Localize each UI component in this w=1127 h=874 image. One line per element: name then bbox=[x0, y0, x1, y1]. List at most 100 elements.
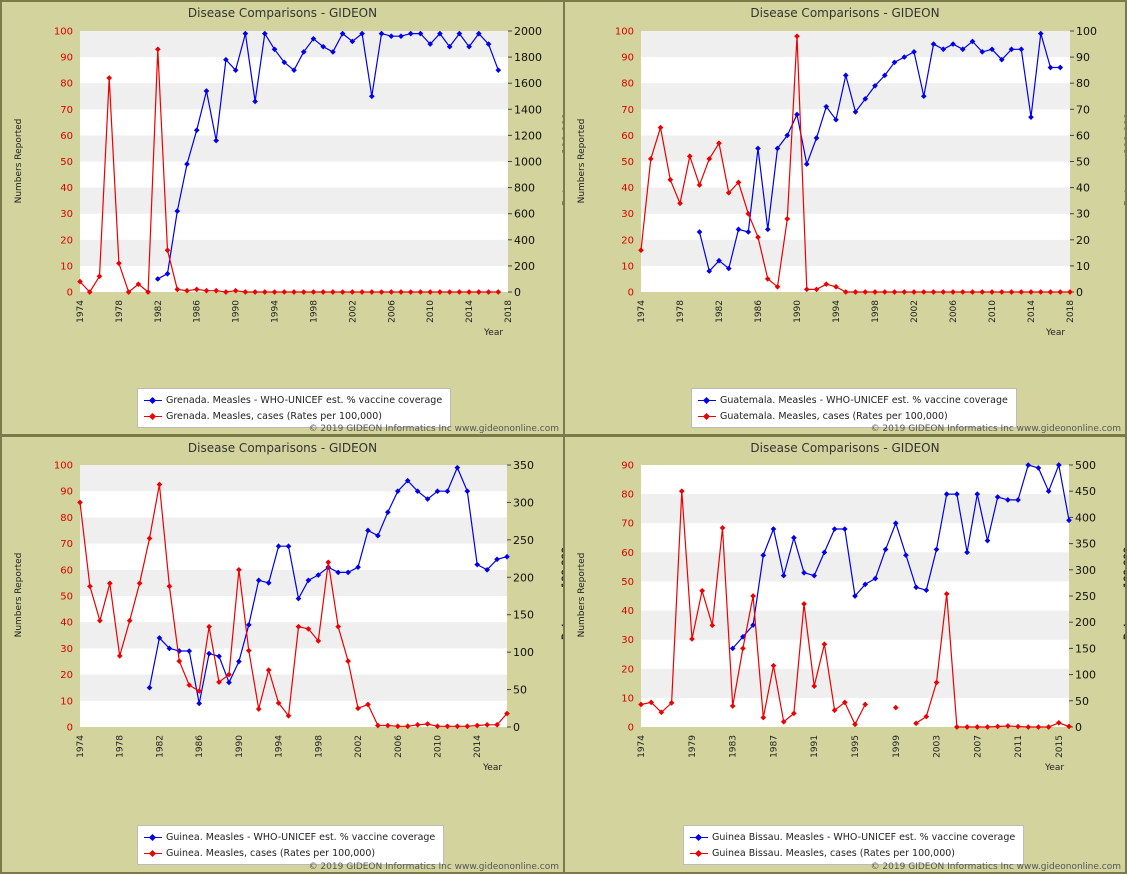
y-right-tick-label: 200 bbox=[514, 260, 535, 273]
data-point bbox=[764, 226, 771, 233]
y-left-tick-label: 0 bbox=[628, 288, 634, 299]
y-right-tick-label: 50 bbox=[513, 684, 527, 697]
y-axis-left-label: Numbers Reported bbox=[14, 118, 24, 203]
data-point bbox=[689, 636, 695, 642]
y-left-tick-label: 40 bbox=[60, 618, 73, 629]
x-tick-label: 2002 bbox=[348, 300, 358, 323]
x-tick-label: 2014 bbox=[465, 300, 475, 323]
data-point bbox=[193, 286, 200, 293]
y-left-tick-label: 80 bbox=[60, 513, 73, 524]
y-left-tick-label: 70 bbox=[60, 105, 73, 116]
data-point bbox=[474, 561, 481, 568]
data-point bbox=[495, 67, 502, 73]
y-axis-right-label: Rates per 100,000 bbox=[1124, 112, 1125, 205]
data-point bbox=[891, 289, 898, 295]
y-left-tick-label: 10 bbox=[60, 261, 73, 272]
legend-label: Grenada. Measles, cases (Rates per 100,0… bbox=[166, 411, 382, 422]
x-tick-label: 2011 bbox=[1014, 735, 1024, 758]
data-point bbox=[1055, 719, 1062, 726]
data-point bbox=[242, 30, 249, 37]
data-point bbox=[164, 247, 171, 254]
coverage-legend-marker bbox=[690, 833, 708, 843]
grid-band bbox=[80, 187, 508, 214]
y-right-tick-label: 40 bbox=[1076, 182, 1090, 195]
y-right-tick-label: 250 bbox=[513, 534, 534, 547]
grid-band bbox=[80, 31, 508, 58]
y-axis-right-label: Rates per 100,000 bbox=[1123, 546, 1125, 640]
x-tick-label: 1986 bbox=[195, 735, 205, 758]
y-left-tick-label: 10 bbox=[621, 693, 634, 704]
y-axis-left-label: Numbers Reported bbox=[577, 118, 587, 203]
chart-legend: Guinea Bissau. Measles - WHO-UNICEF est.… bbox=[683, 825, 1025, 865]
legend-item: Guinea. Measles - WHO-UNICEF est. % vacc… bbox=[144, 830, 435, 846]
grid-band bbox=[80, 622, 507, 649]
data-point bbox=[252, 289, 258, 295]
data-point bbox=[186, 682, 193, 688]
grid-band bbox=[641, 239, 1070, 266]
x-tick-label: 1987 bbox=[769, 735, 779, 758]
data-point bbox=[375, 722, 381, 729]
legend-label: Guinea Bissau. Measles - WHO-UNICEF est.… bbox=[712, 832, 1016, 843]
data-point bbox=[310, 289, 317, 295]
data-point bbox=[923, 713, 930, 720]
y-axis-left-label: Numbers Reported bbox=[14, 552, 24, 638]
x-tick-label: 1986 bbox=[193, 300, 203, 323]
y-right-tick-label: 2000 bbox=[514, 25, 542, 38]
chart-title: Disease Comparisons - GIDEON bbox=[750, 6, 940, 20]
data-point bbox=[774, 283, 781, 290]
data-point bbox=[271, 46, 278, 53]
x-tick-label: 1982 bbox=[154, 300, 164, 323]
y-left-tick-label: 70 bbox=[60, 539, 73, 550]
y-right-tick-label: 500 bbox=[1075, 459, 1096, 472]
data-point bbox=[394, 723, 401, 730]
x-tick-label: 1978 bbox=[115, 300, 125, 323]
x-tick-label: 1978 bbox=[676, 300, 686, 323]
y-right-tick-label: 0 bbox=[1075, 721, 1082, 734]
y-right-tick-label: 70 bbox=[1076, 103, 1090, 116]
chart-svg: 0 10 20 30 40 50 60 70 80 90 100 0 50 100 150 200 250 300… bbox=[54, 459, 534, 758]
data-point bbox=[648, 699, 655, 706]
y-right-tick-label: 400 bbox=[1075, 511, 1096, 524]
data-point bbox=[913, 720, 919, 727]
data-point bbox=[398, 289, 404, 295]
y-right-tick-label: 60 bbox=[1076, 129, 1090, 142]
series-line bbox=[157, 31, 499, 280]
data-point bbox=[174, 208, 181, 214]
chart-title: Disease Comparisons - GIDEON bbox=[750, 441, 940, 455]
x-tick-label: 2010 bbox=[988, 300, 998, 323]
y-left-tick-label: 70 bbox=[621, 519, 634, 530]
data-point bbox=[196, 700, 202, 707]
y-left-tick-label: 90 bbox=[60, 487, 73, 498]
x-tick-label: 1974 bbox=[637, 300, 647, 323]
y-right-tick-label: 10 bbox=[1076, 260, 1090, 273]
data-point bbox=[969, 289, 976, 295]
x-tick-label: 1986 bbox=[754, 300, 764, 323]
y-right-tick-label: 80 bbox=[1076, 77, 1090, 90]
x-tick-label: 1998 bbox=[309, 300, 319, 323]
y-right-tick-label: 450 bbox=[1075, 485, 1096, 498]
data-point bbox=[365, 701, 371, 708]
cases-legend-marker bbox=[144, 849, 162, 859]
data-point bbox=[206, 623, 212, 630]
cases-series bbox=[638, 488, 1072, 730]
x-tick-label: 1998 bbox=[871, 300, 881, 323]
y-left-tick-label: 50 bbox=[621, 157, 634, 168]
y-right-tick-label: 1400 bbox=[514, 103, 542, 116]
x-tick-label: 2006 bbox=[387, 300, 397, 323]
data-point bbox=[437, 289, 443, 295]
data-point bbox=[872, 575, 879, 582]
y-left-tick-label: 40 bbox=[621, 183, 634, 194]
x-tick-label: 2010 bbox=[426, 300, 436, 323]
data-point bbox=[125, 289, 132, 295]
chart-title: Disease Comparisons - GIDEON bbox=[187, 6, 378, 20]
x-tick-label: 2018 bbox=[504, 300, 514, 323]
y-right-tick-label: 1600 bbox=[514, 77, 542, 90]
y-right-tick-label: 0 bbox=[514, 286, 521, 299]
chart-svg: 0102030405060708090100020040060080010001… bbox=[54, 25, 542, 323]
y-left-tick-label: 20 bbox=[60, 670, 73, 681]
data-point bbox=[892, 520, 899, 527]
data-point bbox=[417, 289, 424, 295]
grid-band bbox=[80, 465, 507, 492]
x-tick-label: 1990 bbox=[232, 300, 242, 323]
